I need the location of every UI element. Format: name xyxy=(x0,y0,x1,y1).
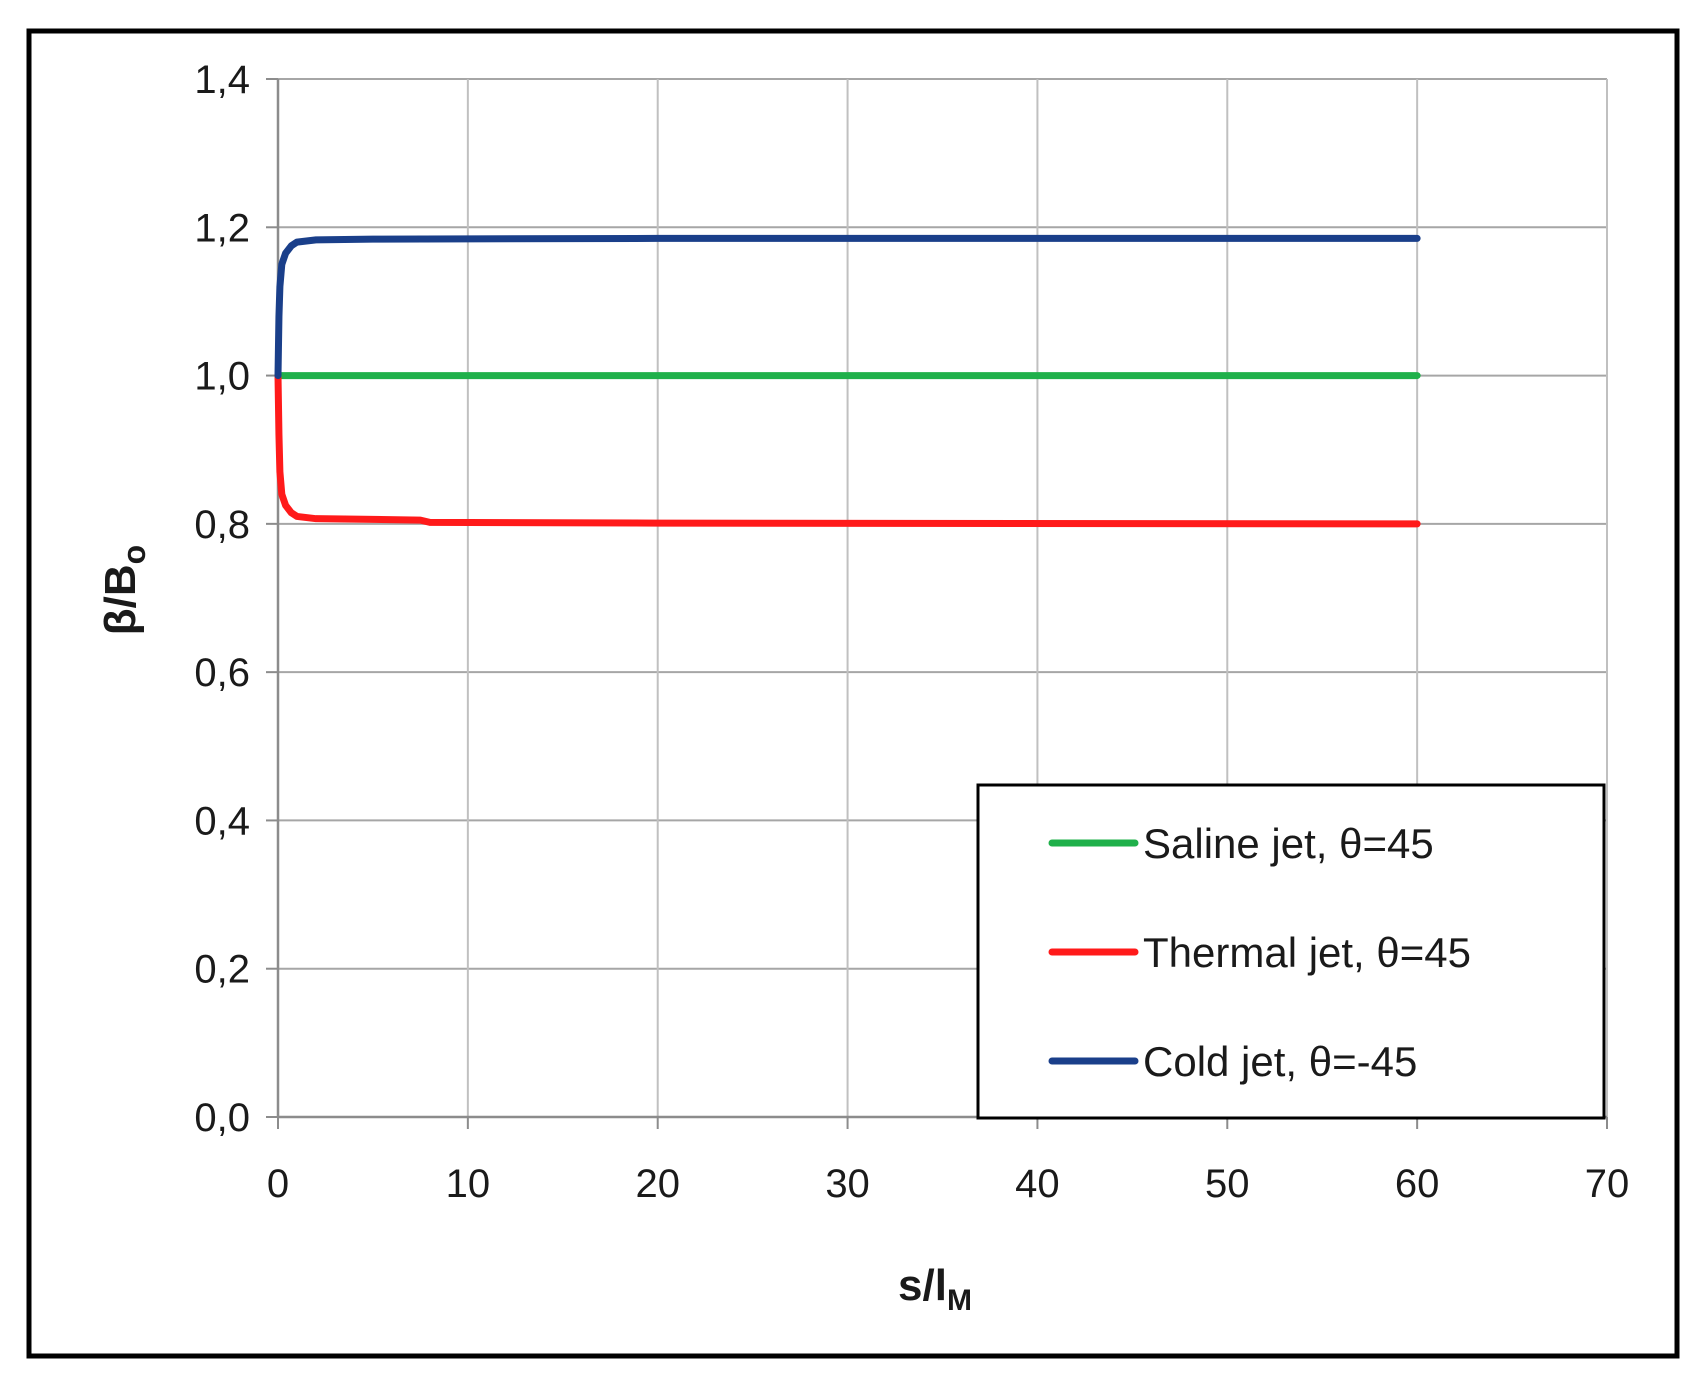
y-tick-label: 0,4 xyxy=(194,799,250,843)
svg-text:β/Bo: β/Bo xyxy=(96,545,152,635)
x-tick-label: 10 xyxy=(446,1162,491,1206)
y-axis-title: β/Bo xyxy=(96,545,152,635)
series-line-2 xyxy=(274,372,1421,528)
series-line-3 xyxy=(274,234,1421,380)
y-tick-label: 1,2 xyxy=(194,206,250,250)
y-tick-label: 0,2 xyxy=(194,948,250,992)
x-tick-label: 0 xyxy=(267,1162,289,1206)
legend-label: Saline jet, θ=45 xyxy=(1143,820,1434,867)
y-tick-label: 0,6 xyxy=(194,651,250,695)
x-tick-label: 50 xyxy=(1205,1162,1250,1206)
x-tick-label: 30 xyxy=(825,1162,870,1206)
y-axis-title-sub: o xyxy=(116,545,152,565)
y-tick-label: 1,0 xyxy=(194,355,250,399)
y-tick-label: 1,4 xyxy=(194,58,250,102)
legend-label: Cold jet, θ=-45 xyxy=(1143,1038,1417,1085)
legend-label: Thermal jet, θ=45 xyxy=(1143,929,1471,976)
x-tick-label: 60 xyxy=(1395,1162,1440,1206)
x-tick-label: 70 xyxy=(1585,1162,1630,1206)
y-axis-title-main: β/B xyxy=(96,564,145,635)
x-axis-title: s/lM xyxy=(898,1261,972,1317)
y-tick-label: 0,0 xyxy=(194,1096,250,1140)
figure-border xyxy=(26,28,1680,1359)
x-tick-label: 40 xyxy=(1015,1162,1060,1206)
x-axis-title-sub: M xyxy=(947,1284,972,1317)
x-tick-label: 20 xyxy=(635,1162,680,1206)
tick-labels: 0,0 0,2 0,4 0,6 0,8 1,0 1,2 1,4 0 10 20 30 40 50 60 70 xyxy=(194,58,1629,1206)
y-tick-label: 0,8 xyxy=(194,503,250,547)
series-lines xyxy=(274,234,1421,528)
x-axis-title-main: s/l xyxy=(898,1261,947,1310)
svg-text:s/lM: s/lM xyxy=(898,1261,972,1317)
legend: Saline jet, θ=45 Thermal jet, θ=45 Cold je… xyxy=(976,783,1606,1120)
